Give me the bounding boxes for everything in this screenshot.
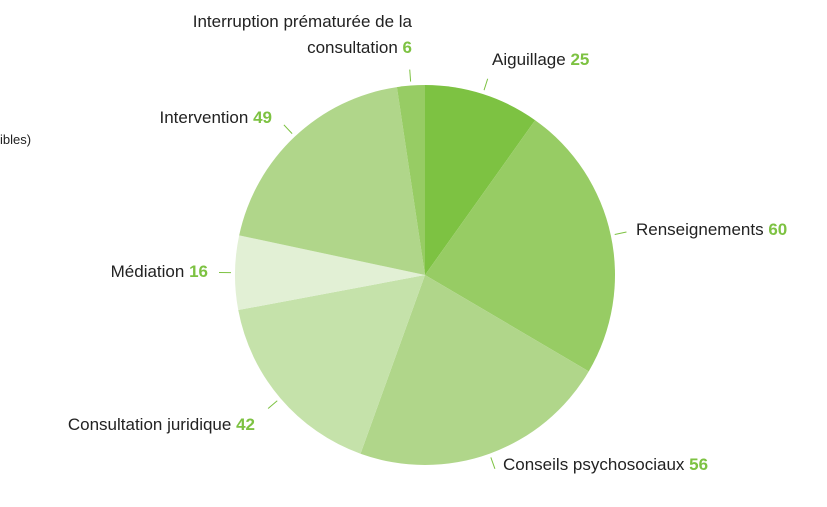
leader-line	[283, 124, 293, 134]
slice-name: Conseils psychosociaux	[503, 455, 685, 474]
slice-value: 49	[253, 108, 272, 127]
pie-slice	[239, 87, 425, 275]
leader-line	[490, 457, 496, 469]
pie-slice	[238, 275, 425, 454]
pie-slice	[360, 275, 589, 465]
slice-label: Interruption prématurée de la consultati…	[172, 9, 412, 61]
pie-slice	[235, 235, 425, 311]
slice-name: Médiation	[110, 262, 185, 281]
slice-label: Médiation 16	[8, 259, 208, 285]
slice-name: Interruption prématurée de la consultati…	[192, 12, 412, 57]
slice-value: 6	[402, 38, 412, 57]
slice-name: Aiguillage	[492, 50, 566, 69]
leader-line	[267, 400, 278, 409]
leader-line	[614, 231, 627, 235]
slice-name: Intervention	[159, 108, 249, 127]
slice-label: Conseils psychosociaux 56	[503, 452, 803, 478]
slice-value: 42	[236, 415, 255, 434]
slice-value: 25	[570, 50, 590, 69]
pie-slice	[425, 120, 615, 372]
slice-label: Renseignements 60	[636, 217, 827, 243]
slice-value: 56	[689, 455, 709, 474]
slice-label: Consultation juridique 42	[0, 412, 255, 438]
leader-line	[483, 78, 489, 91]
slice-value: 16	[189, 262, 208, 281]
slice-name: Renseignements	[636, 220, 764, 239]
slice-label: Aiguillage 25	[492, 47, 692, 73]
cut-off-note: ibles)	[0, 132, 32, 147]
slice-name: Consultation juridique	[67, 415, 232, 434]
pie-slice	[396, 85, 425, 275]
slice-label: Intervention 49	[72, 105, 273, 131]
pie-slice	[425, 85, 536, 275]
leader-line	[409, 69, 412, 82]
slice-value: 60	[768, 220, 788, 239]
